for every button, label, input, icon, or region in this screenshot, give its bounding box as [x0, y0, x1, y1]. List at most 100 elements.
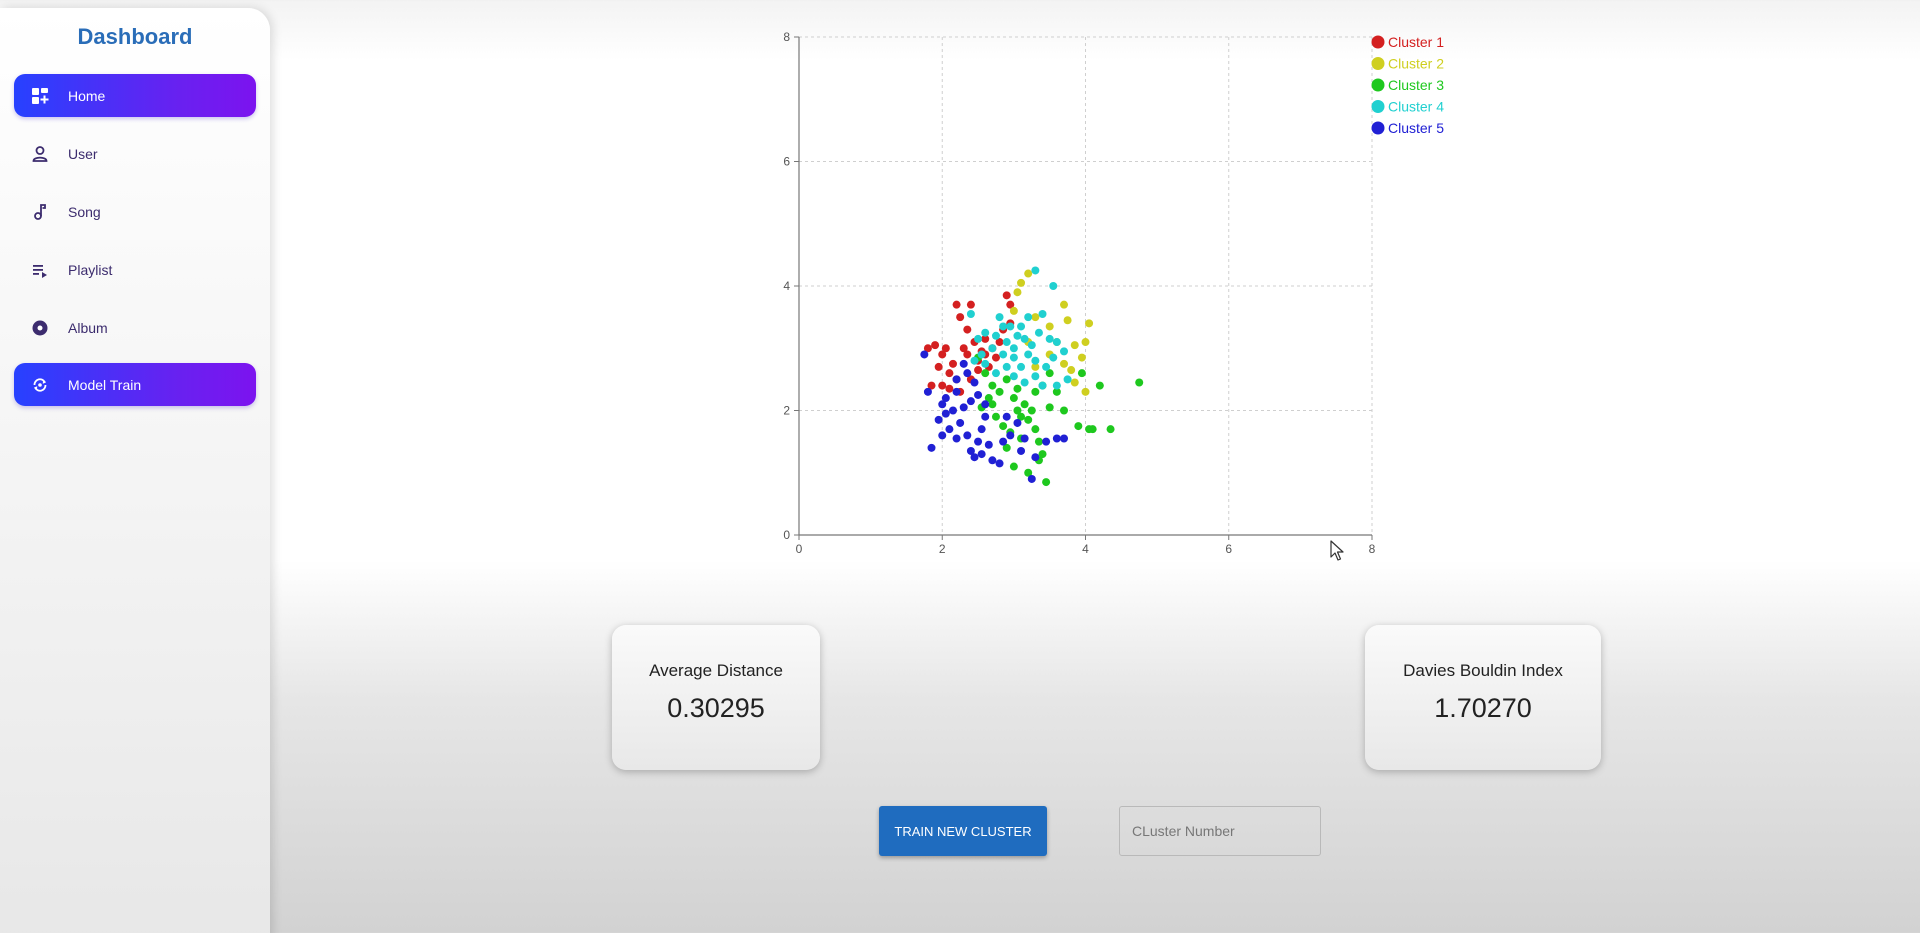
model-train-icon — [30, 375, 50, 395]
cluster-4-point — [1006, 322, 1015, 331]
sidebar-item-song[interactable]: Song — [14, 190, 256, 233]
cluster-5-point — [959, 359, 968, 368]
cluster-2-point — [1013, 288, 1022, 297]
sidebar-item-label: Album — [68, 319, 108, 336]
train-new-cluster-button[interactable]: TRAIN NEW CLUSTER — [879, 806, 1047, 856]
cluster-3-point — [1038, 450, 1047, 459]
cluster-4-point — [991, 369, 1000, 378]
cluster-scatter-chart: 0 2 4 6 8 0 2 4 6 8 Cluster 1 Cluster 2 Cluster 3 Clu… — [783, 30, 1444, 556]
average-distance-card: Average Distance 0.30295 — [612, 625, 820, 770]
cluster-5-point — [970, 378, 979, 387]
sidebar-item-label: Model Train — [68, 376, 142, 393]
cluster-5-point — [1002, 412, 1011, 421]
cluster-4-point — [1013, 331, 1022, 340]
y-tick-label: 8 — [783, 30, 790, 44]
cluster-4-point — [1052, 338, 1061, 347]
dashboard-title: Dashboard — [77, 24, 193, 49]
cluster-4-point — [1031, 372, 1040, 381]
cluster-2-legend-label: Cluster 2 — [1388, 56, 1444, 72]
x-tick-label: 4 — [1082, 542, 1089, 556]
cluster-1-point — [945, 384, 954, 393]
cluster-5-legend-label: Cluster 5 — [1388, 120, 1444, 136]
cluster-1-point — [923, 344, 932, 353]
sidebar-item-model-train[interactable]: Model Train — [14, 363, 256, 406]
cluster-1-point — [927, 381, 936, 390]
cluster-4-point — [1038, 310, 1047, 319]
cluster-2-point — [1045, 322, 1054, 331]
cluster-4-point — [991, 331, 1000, 340]
cluster-4-point — [1060, 347, 1069, 356]
dashboard-icon — [30, 86, 50, 106]
cluster-4-legend-marker — [1371, 100, 1385, 113]
cluster-2-legend-marker — [1371, 57, 1385, 70]
cluster-5-point — [995, 459, 1004, 468]
cluster-3-point — [1009, 394, 1018, 403]
cluster-3-legend-marker — [1371, 78, 1385, 92]
cluster-5-point — [1013, 418, 1022, 427]
cluster-3-point — [1045, 403, 1054, 412]
sidebar-item-label: Home — [68, 87, 106, 104]
cluster-4-point — [1052, 381, 1061, 390]
cluster-1-point — [995, 338, 1004, 347]
cluster-4-point — [1009, 344, 1018, 353]
cluster-1-point — [974, 366, 983, 375]
cluster-2-point — [1063, 316, 1072, 325]
cluster-2-point — [1070, 341, 1079, 350]
cluster-3-point — [1042, 478, 1051, 487]
cluster-4-point — [1024, 313, 1033, 322]
cluster-5-point — [945, 425, 954, 434]
cluster-5-point — [1042, 437, 1051, 446]
cluster-4-point — [1020, 378, 1029, 387]
y-tick-label: 4 — [783, 279, 790, 293]
cluster-3-point — [981, 369, 990, 378]
cluster-3-point — [1088, 425, 1097, 434]
cluster-3-point — [1074, 422, 1083, 431]
y-tick-label: 6 — [783, 155, 790, 169]
cluster-4-point — [1049, 282, 1058, 290]
cluster-1-point — [952, 300, 961, 309]
cluster-5-point — [1027, 474, 1036, 483]
cluster-4-point — [1038, 381, 1047, 390]
cluster-5-point — [963, 369, 972, 378]
cluster-3-point — [991, 412, 1000, 421]
cluster-3-point — [1052, 387, 1061, 396]
cluster-5-point — [952, 375, 961, 384]
cluster-3-point — [1095, 381, 1104, 390]
cluster-number-input[interactable] — [1119, 806, 1321, 856]
cluster-4-point — [1027, 341, 1036, 350]
person-icon — [30, 144, 50, 164]
cluster-3-point — [999, 422, 1008, 431]
cluster-4-point — [999, 322, 1008, 331]
cluster-2-point — [1017, 278, 1026, 287]
metric-label: Davies Bouldin Index — [1403, 661, 1563, 680]
cluster-5-point — [920, 350, 929, 359]
cluster-1-point — [948, 359, 957, 368]
cluster-3-point — [1027, 406, 1036, 415]
cluster-3-point — [1031, 425, 1040, 434]
cluster-4-point — [1017, 322, 1026, 331]
sidebar-item-album[interactable]: Album — [14, 306, 256, 349]
cluster-4-point — [1042, 362, 1051, 371]
cluster-1-legend-label: Cluster 1 — [1388, 34, 1444, 50]
cluster-5-point — [941, 409, 950, 418]
cluster-4-point — [981, 328, 990, 337]
cluster-3-point — [988, 400, 997, 409]
cluster-2-point — [1070, 378, 1079, 387]
cluster-3-point — [1020, 400, 1029, 409]
cluster-3-legend-label: Cluster 3 — [1388, 77, 1444, 93]
cluster-5-point — [941, 394, 950, 403]
cluster-5-legend-marker — [1371, 121, 1385, 135]
cluster-5-point — [927, 443, 936, 452]
cluster-3-point — [1017, 412, 1026, 421]
x-tick-label: 6 — [1225, 542, 1232, 556]
sidebar-item-playlist[interactable]: Playlist — [14, 248, 256, 291]
music-note-icon — [30, 202, 50, 222]
cluster-5-point — [1020, 434, 1029, 443]
cluster-1-point — [981, 334, 990, 343]
sidebar-item-label: Song — [68, 203, 101, 220]
sidebar-item-user[interactable]: User — [14, 132, 256, 175]
cluster-5-point — [963, 431, 972, 440]
cluster-3-point — [1024, 415, 1033, 424]
sidebar-item-home[interactable]: Home — [14, 74, 256, 117]
cluster-3-point — [1013, 384, 1022, 393]
